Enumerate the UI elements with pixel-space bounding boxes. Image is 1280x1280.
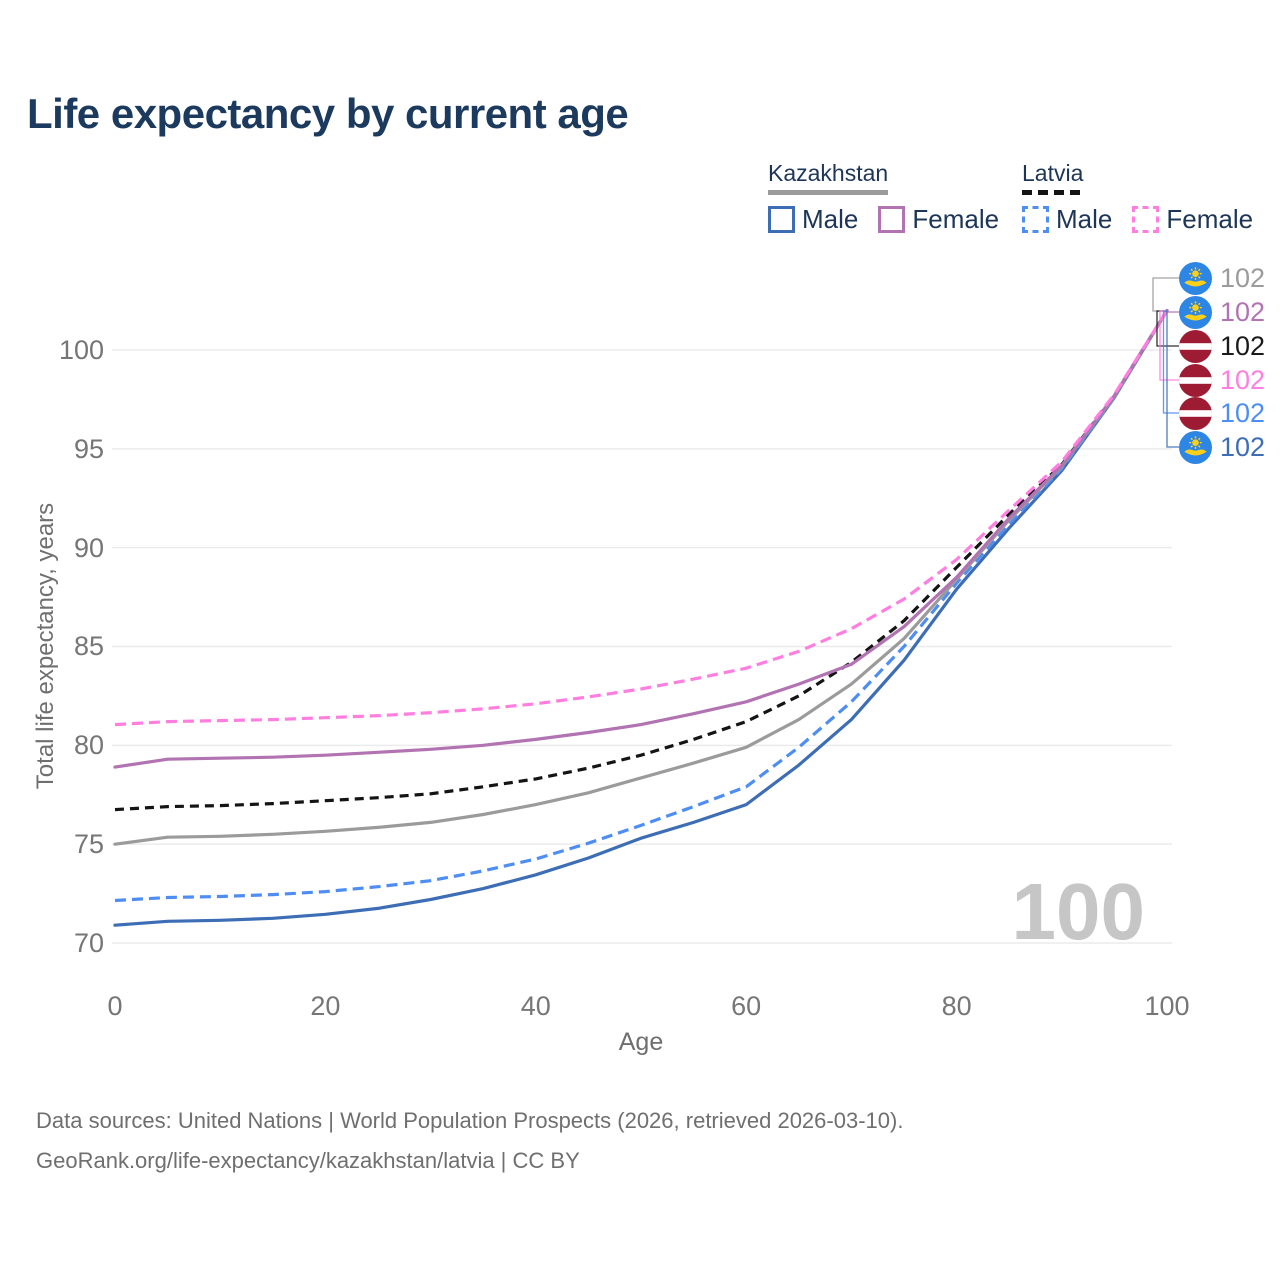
kazakhstan-combined-line-swatch <box>768 190 888 195</box>
legend-group-kazakhstan: Kazakhstan Male Female <box>768 160 999 235</box>
end-label-row: 102 <box>1179 363 1266 397</box>
legend-item-latvia-female[interactable]: Female <box>1132 204 1253 235</box>
legend-item-latvia-male[interactable]: Male <box>1022 204 1112 235</box>
chart-title: Life expectancy by current age <box>27 90 629 137</box>
series-line-latvia-female <box>114 309 1169 727</box>
series-line-kazakhstan-both <box>113 308 1169 846</box>
kazakhstan-flag-icon <box>1179 295 1212 329</box>
end-label-row: 102 <box>1179 329 1266 363</box>
latvia-female-swatch-icon <box>1132 206 1160 233</box>
x-tick-label: 100 <box>1144 991 1190 1021</box>
latvia-flag-icon <box>1179 329 1212 363</box>
y-tick-label: 70 <box>73 928 104 958</box>
legend-group-latvia: Latvia Male Female <box>1022 160 1253 235</box>
x-tick-label: 60 <box>731 991 762 1021</box>
attribution-text: GeoRank.org/life-expectancy/kazakhstan/l… <box>36 1148 580 1173</box>
series-line-kazakhstan-male <box>113 308 1169 927</box>
kazakhstan-flag-icon <box>1179 261 1212 295</box>
legend-country-label-kazakhstan: Kazakhstan <box>768 160 889 186</box>
series-line-latvia-male <box>114 309 1169 903</box>
end-label-row: 102 <box>1179 430 1266 464</box>
y-tick-label: 90 <box>73 532 104 563</box>
end-label-row: 102 <box>1179 295 1266 329</box>
kazakhstan-male-swatch-icon <box>768 206 795 233</box>
series-lines <box>113 308 1169 927</box>
x-tick-label: 40 <box>520 991 551 1021</box>
x-tick-label: 20 <box>310 991 341 1021</box>
end-label-value: 102 <box>1220 397 1266 428</box>
end-label-value: 102 <box>1220 431 1266 462</box>
y-tick-label: 85 <box>73 631 104 662</box>
x-tick-label: 80 <box>941 991 972 1021</box>
end-label-row: 102 <box>1179 396 1266 430</box>
x-tick-label: 0 <box>107 991 123 1021</box>
y-tick-label: 80 <box>73 730 104 761</box>
legend-item-kazakhstan-male[interactable]: Male <box>768 204 858 235</box>
max-age-watermark: 100 <box>1011 867 1145 956</box>
latvia-flag-icon <box>1179 396 1212 430</box>
data-sources-text: Data sources: United Nations | World Pop… <box>36 1108 904 1133</box>
latvia-male-swatch-icon <box>1022 206 1049 233</box>
y-tick-label: 100 <box>58 334 104 365</box>
legend-item-label: Female <box>1166 204 1254 234</box>
end-label-row: 102 <box>1179 261 1266 295</box>
x-axis-title: Age <box>618 1028 664 1056</box>
y-tick-label: 95 <box>73 433 104 464</box>
legend-item-label: Female <box>912 204 1000 234</box>
series-line-latvia-both <box>114 309 1169 812</box>
end-label-leader-lines <box>1152 277 1179 448</box>
latvia-combined-line-swatch <box>1022 190 1083 195</box>
end-label-value: 102 <box>1220 296 1266 327</box>
legend-item-label: Male <box>1056 204 1113 234</box>
kazakhstan-flag-icon <box>1179 430 1212 464</box>
legend-item-label: Male <box>802 204 859 234</box>
legend-item-kazakhstan-female[interactable]: Female <box>878 204 999 235</box>
end-label-value: 102 <box>1220 330 1266 361</box>
legend-country-label-latvia: Latvia <box>1022 160 1084 186</box>
end-label-value: 102 <box>1220 262 1266 293</box>
y-tick-label: 75 <box>73 829 104 860</box>
series-line-kazakhstan-female <box>113 308 1169 769</box>
kazakhstan-female-swatch-icon <box>878 206 906 233</box>
end-label-value: 102 <box>1220 364 1266 395</box>
gridlines <box>112 349 1172 944</box>
latvia-flag-icon <box>1179 363 1212 397</box>
